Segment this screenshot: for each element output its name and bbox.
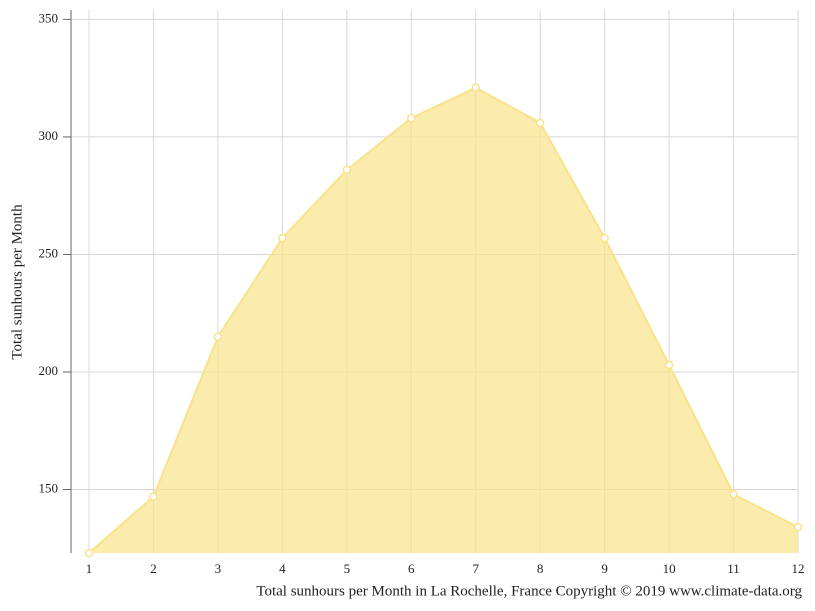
x-tick-label: 6 — [408, 561, 415, 576]
x-tick-label: 10 — [663, 561, 676, 576]
y-axis-label: Total sunhours per Month — [9, 204, 25, 360]
x-tick-label: 3 — [215, 561, 222, 576]
data-point — [535, 118, 545, 128]
data-point — [407, 113, 416, 123]
x-tick-label: 5 — [344, 561, 351, 576]
y-tick-label: 200 — [39, 363, 59, 378]
y-tick-label: 150 — [39, 481, 59, 496]
x-tick-label: 8 — [537, 561, 544, 576]
y-tick-label: 350 — [39, 10, 59, 25]
data-point — [213, 332, 223, 341]
y-tick-label: 250 — [39, 245, 59, 260]
area-line — [88, 86, 799, 554]
x-tick-label: 1 — [86, 561, 93, 576]
data-point — [342, 165, 352, 175]
data-point — [600, 233, 609, 243]
chart-caption: Total sunhours per Month in La Rochelle,… — [256, 583, 802, 599]
x-tick-label: 12 — [792, 561, 805, 576]
x-tick-label: 9 — [601, 561, 608, 576]
data-point — [471, 83, 480, 92]
x-tick-label: 7 — [472, 561, 479, 576]
data-point — [664, 360, 674, 370]
data-point — [84, 548, 94, 558]
data-point — [793, 522, 803, 532]
x-tick-label: 2 — [150, 561, 157, 576]
y-tick-label: 300 — [39, 128, 59, 143]
x-tick-label: 4 — [279, 561, 286, 576]
data-point — [729, 489, 738, 499]
x-tick-label: 11 — [727, 561, 740, 576]
area-fill — [89, 87, 798, 554]
data-point — [149, 492, 158, 501]
data-point — [278, 233, 287, 243]
